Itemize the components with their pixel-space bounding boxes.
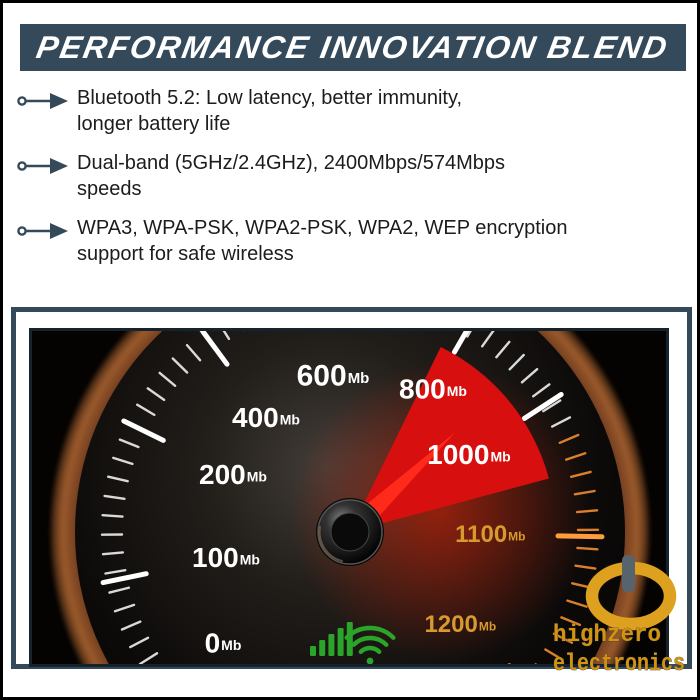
- svg-text:electronics: electronics: [553, 651, 685, 678]
- svg-text:highzero: highzero: [553, 622, 661, 649]
